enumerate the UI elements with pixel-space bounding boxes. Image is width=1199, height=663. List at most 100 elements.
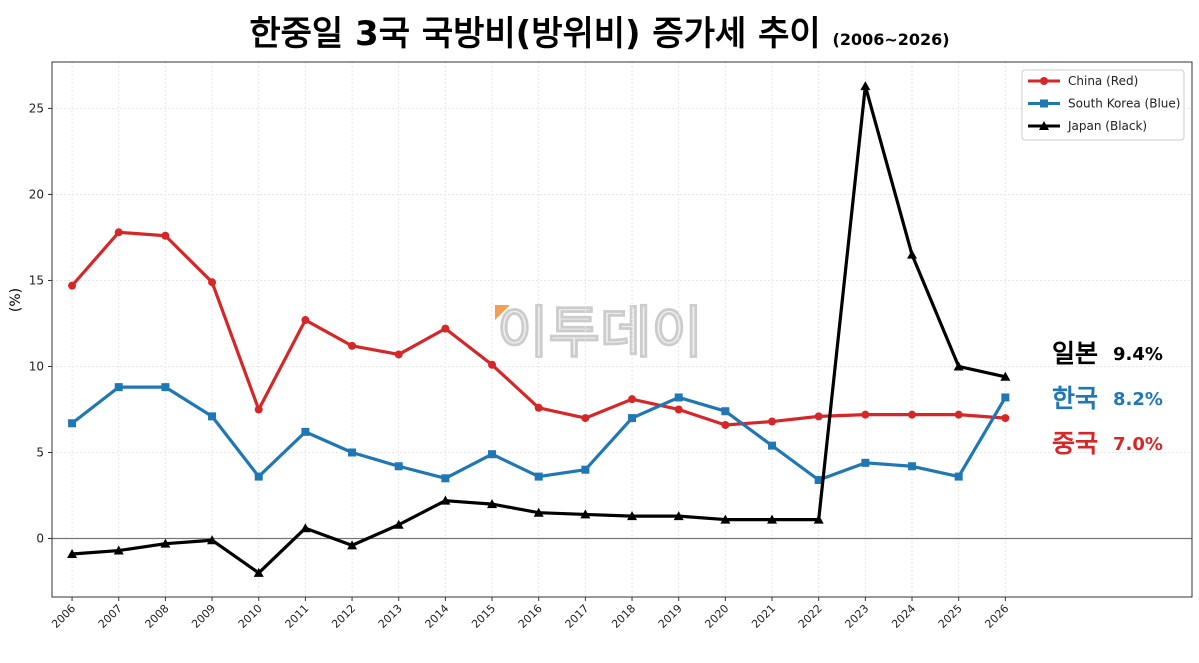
data-point xyxy=(1039,121,1049,130)
data-point xyxy=(674,393,683,402)
data-point xyxy=(487,499,498,509)
data-point xyxy=(68,281,77,290)
data-point xyxy=(68,419,77,428)
data-point xyxy=(908,410,917,419)
x-tick-label: 2018 xyxy=(609,602,638,631)
series-japan xyxy=(67,81,1011,577)
data-point xyxy=(208,412,217,421)
data-point xyxy=(254,472,263,481)
data-point xyxy=(908,462,917,471)
data-point xyxy=(720,514,731,524)
data-point xyxy=(441,324,450,333)
data-point xyxy=(488,450,497,459)
data-point xyxy=(254,405,263,414)
data-point xyxy=(1040,99,1048,108)
data-point xyxy=(114,228,123,237)
x-tick-label: 2024 xyxy=(889,602,918,631)
legend-label: Japan (Black) xyxy=(1067,119,1147,133)
data-point xyxy=(768,417,777,426)
data-point xyxy=(394,350,403,359)
title-main: 한중일 3국 국방비(방위비) 증가세 추이 xyxy=(249,14,821,54)
data-point xyxy=(1000,371,1011,381)
x-tick-label: 2007 xyxy=(96,602,125,631)
legend: China (Red) South Korea (Blue) Japan (Blac… xyxy=(1021,69,1185,141)
data-point xyxy=(393,519,404,529)
data-point xyxy=(161,231,170,240)
data-point xyxy=(861,458,870,467)
x-tick-label: 2010 xyxy=(236,602,265,631)
x-tick-label: 2025 xyxy=(936,602,965,631)
data-point xyxy=(954,472,963,481)
data-point xyxy=(860,81,871,91)
x-tick-label: 2022 xyxy=(796,602,825,631)
data-point xyxy=(953,361,964,371)
annotation-label: 한국 xyxy=(1052,384,1098,413)
data-point xyxy=(768,441,777,450)
data-point xyxy=(813,514,824,524)
series-south xyxy=(68,383,1010,485)
data-point xyxy=(347,540,358,550)
data-point xyxy=(1001,393,1010,402)
data-point xyxy=(441,474,450,483)
watermark: 이투데이 xyxy=(497,301,703,366)
annotation-value: 9.4% xyxy=(1113,344,1163,365)
x-tick-label: 2006 xyxy=(49,602,78,631)
x-tick-label: 2019 xyxy=(656,602,685,631)
data-point xyxy=(721,407,730,416)
data-point xyxy=(533,507,544,517)
x-tick-label: 2016 xyxy=(516,602,545,631)
annotation-value: 8.2% xyxy=(1113,389,1163,410)
data-point xyxy=(160,538,171,548)
x-tick-label: 2014 xyxy=(423,602,452,631)
annotation-label: 중국 xyxy=(1052,429,1098,458)
data-point xyxy=(767,514,778,524)
data-point xyxy=(534,472,543,481)
data-point xyxy=(628,414,637,423)
data-point xyxy=(348,341,357,350)
data-point xyxy=(954,410,963,419)
y-tick-label: 10 xyxy=(29,359,44,373)
data-point xyxy=(301,427,310,436)
data-point xyxy=(300,523,311,533)
data-point xyxy=(1040,77,1048,85)
y-tick-label: 0 xyxy=(36,532,44,546)
data-point xyxy=(628,395,637,404)
data-point xyxy=(301,316,310,325)
data-point xyxy=(1001,414,1010,423)
legend-box xyxy=(1021,69,1185,141)
data-point xyxy=(348,448,357,457)
data-point xyxy=(814,412,823,421)
x-tick-label: 2008 xyxy=(143,602,172,631)
x-tick-label: 2012 xyxy=(329,602,358,631)
x-tick-label: 2011 xyxy=(283,602,312,631)
data-point xyxy=(580,509,591,519)
x-tick-label: 2023 xyxy=(842,602,871,631)
title-subtitle: (2006~2026) xyxy=(832,30,950,49)
data-point xyxy=(161,383,170,392)
data-point xyxy=(440,495,451,505)
plot-frame xyxy=(51,61,1193,598)
x-tick-label: 2026 xyxy=(982,602,1011,631)
data-point xyxy=(67,548,78,558)
data-point xyxy=(627,511,638,521)
chart-title: 한중일 3국 국방비(방위비) 증가세 추이 (2006~2026) xyxy=(0,6,1199,55)
annotation-label: 일본 xyxy=(1052,339,1098,368)
annotation-value: 7.0% xyxy=(1113,434,1163,455)
data-point xyxy=(581,465,590,474)
x-tick-label: 2021 xyxy=(749,602,778,631)
series-china xyxy=(68,228,1010,429)
data-point xyxy=(253,567,264,577)
watermark-logo-icon xyxy=(495,305,510,320)
data-point xyxy=(208,278,217,287)
data-point xyxy=(673,511,684,521)
data-point xyxy=(814,476,823,485)
y-tick-label: 15 xyxy=(29,273,44,287)
data-point xyxy=(861,410,870,419)
data-point xyxy=(674,405,683,414)
legend-label: South Korea (Blue) xyxy=(1068,97,1180,111)
data-point xyxy=(721,420,730,429)
data-point xyxy=(488,360,497,369)
y-tick-label: 25 xyxy=(29,101,44,115)
x-tick-label: 2013 xyxy=(376,602,405,631)
